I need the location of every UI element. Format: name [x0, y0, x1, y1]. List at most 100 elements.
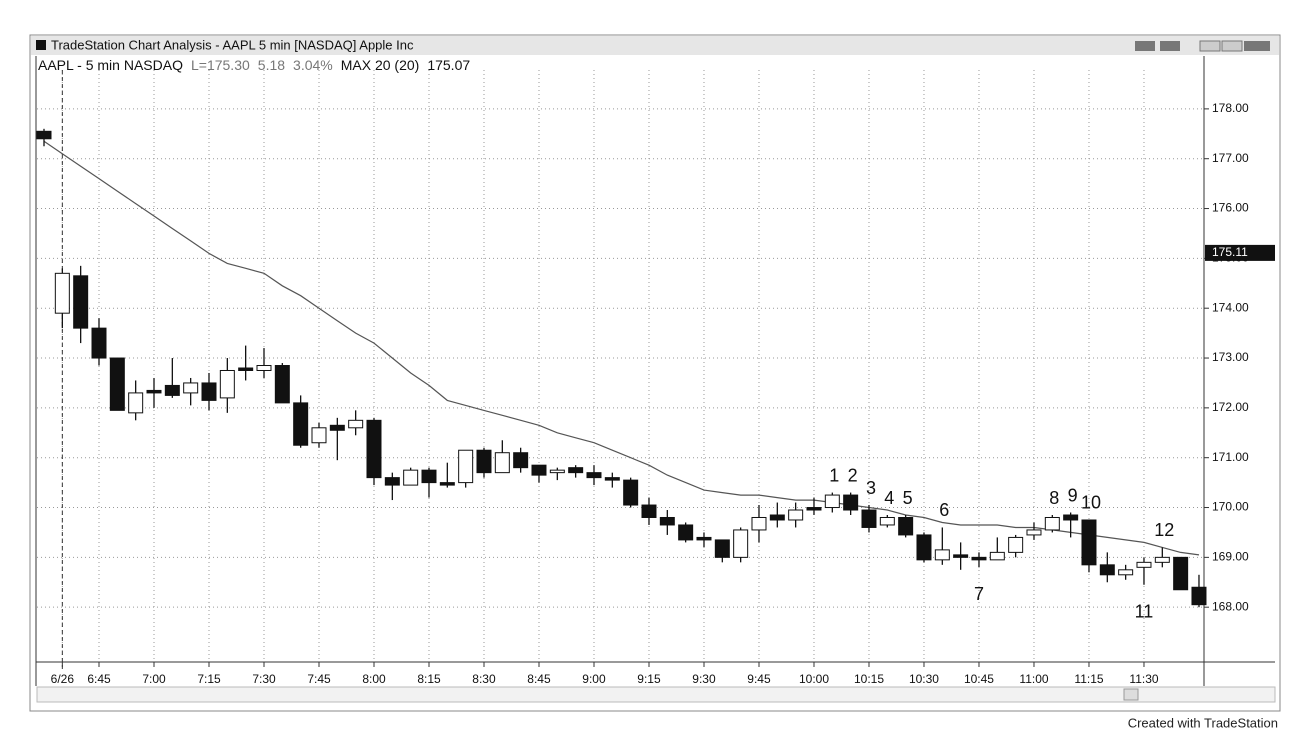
x-tick-label: 7:45: [307, 672, 331, 686]
x-tick-label: 10:45: [964, 672, 994, 686]
x-tick-label: 10:00: [799, 672, 829, 686]
annotation: 11: [1135, 602, 1154, 622]
candle-body: [293, 402, 309, 446]
change-pct-label: 3.04%: [293, 57, 333, 73]
x-tick-label: 8:00: [362, 672, 386, 686]
candle-body: [788, 509, 804, 521]
y-tick-label: 177.00: [1212, 151, 1249, 165]
candle-body: [714, 539, 730, 558]
x-tick-label: 9:45: [747, 672, 771, 686]
candle-body: [1136, 561, 1152, 568]
y-tick-label: 178.00: [1212, 101, 1249, 115]
candle-body: [843, 494, 859, 511]
candle-body: [311, 427, 327, 444]
candle-body: [476, 449, 492, 474]
y-tick-label: 172.00: [1212, 400, 1249, 414]
toolbar-button[interactable]: [1160, 41, 1180, 51]
candle-body: [348, 419, 364, 429]
candle-body: [1118, 569, 1134, 576]
candle-body: [806, 507, 822, 511]
candle-body: [678, 524, 694, 541]
y-tick-label: 169.00: [1212, 550, 1249, 564]
candle-body: [421, 469, 437, 484]
minimize-button[interactable]: [1199, 40, 1221, 52]
scrollbar-thumb[interactable]: [1123, 688, 1139, 701]
x-tick-label: 10:15: [854, 672, 884, 686]
close-button[interactable]: [1244, 41, 1270, 51]
candle-body: [183, 382, 199, 394]
annotation: 1: [829, 465, 839, 485]
info-line: AAPL - 5 min NASDAQ L=175.30 5.18 3.04% MAX …: [38, 57, 470, 73]
candle-body: [659, 516, 675, 526]
x-tick-label: 7:00: [142, 672, 166, 686]
candle-body: [366, 419, 382, 479]
candle-body: [879, 516, 895, 526]
candle-body: [458, 449, 474, 484]
annotation: 10: [1081, 493, 1101, 513]
candle-body: [274, 365, 290, 404]
candle-body: [54, 272, 70, 314]
candle-body: [824, 494, 840, 509]
candle-body: [513, 452, 529, 469]
candle-body: [549, 469, 565, 474]
candle-body: [219, 369, 235, 399]
candle-body: [531, 464, 547, 476]
candle-body: [164, 384, 180, 396]
annotation: 2: [848, 465, 858, 485]
candle-body: [329, 424, 345, 431]
x-tick-label: 8:30: [472, 672, 496, 686]
candle-body: [256, 365, 272, 371]
annotation: 5: [903, 488, 913, 508]
annotation: 6: [939, 500, 949, 520]
candle-body: [898, 516, 914, 536]
candle-body: [1154, 556, 1170, 563]
candle-body: [146, 389, 162, 394]
y-tick-label: 170.00: [1212, 500, 1249, 514]
candle-body: [1063, 514, 1079, 521]
x-tick-label: 11:30: [1129, 672, 1158, 686]
annotation: 7: [974, 584, 984, 604]
candle-body: [953, 554, 969, 558]
y-tick-label: 171.00: [1212, 450, 1249, 464]
toolbar-button[interactable]: [1135, 41, 1155, 51]
annotation: 8: [1049, 488, 1059, 508]
candle-body: [751, 516, 767, 531]
candle-body: [1081, 519, 1097, 566]
moving-average-line: [43, 140, 1200, 556]
candle-body: [769, 514, 785, 521]
x-tick-label: 6/26: [51, 672, 75, 686]
last-price-box: [1205, 244, 1275, 261]
maximize-button[interactable]: [1221, 40, 1243, 52]
candle-body: [494, 452, 510, 474]
change-label: 5.18: [258, 57, 285, 73]
y-tick-label: 173.00: [1212, 350, 1249, 364]
x-tick-label: 9:30: [692, 672, 716, 686]
y-tick-label: 174.00: [1212, 300, 1249, 314]
scrollbar[interactable]: [36, 686, 1276, 703]
candle-body: [238, 367, 254, 371]
candle-body: [201, 382, 217, 401]
last-label: L=175.30: [191, 57, 250, 73]
annotation: 3: [866, 478, 876, 498]
candle-body: [1173, 556, 1189, 591]
candle-body: [733, 529, 749, 558]
candle-body: [916, 534, 932, 561]
last-price-label: 175.11: [1212, 245, 1248, 259]
footer: Created with TradeStation: [1128, 715, 1278, 730]
candle-body: [1099, 564, 1115, 576]
candle-body: [384, 477, 400, 486]
window-frame: [29, 34, 1281, 712]
candle-body: [641, 504, 657, 518]
candle-body: [128, 392, 144, 414]
x-tick-label: 8:45: [527, 672, 551, 686]
x-tick-label: 7:15: [197, 672, 221, 686]
x-tick-label: 10:30: [909, 672, 939, 686]
annotation: 4: [884, 488, 894, 508]
candle-body: [586, 472, 602, 479]
x-tick-label: 9:00: [582, 672, 606, 686]
candle-body: [403, 469, 419, 486]
candle-body: [1044, 516, 1060, 531]
candle-body: [696, 536, 712, 541]
